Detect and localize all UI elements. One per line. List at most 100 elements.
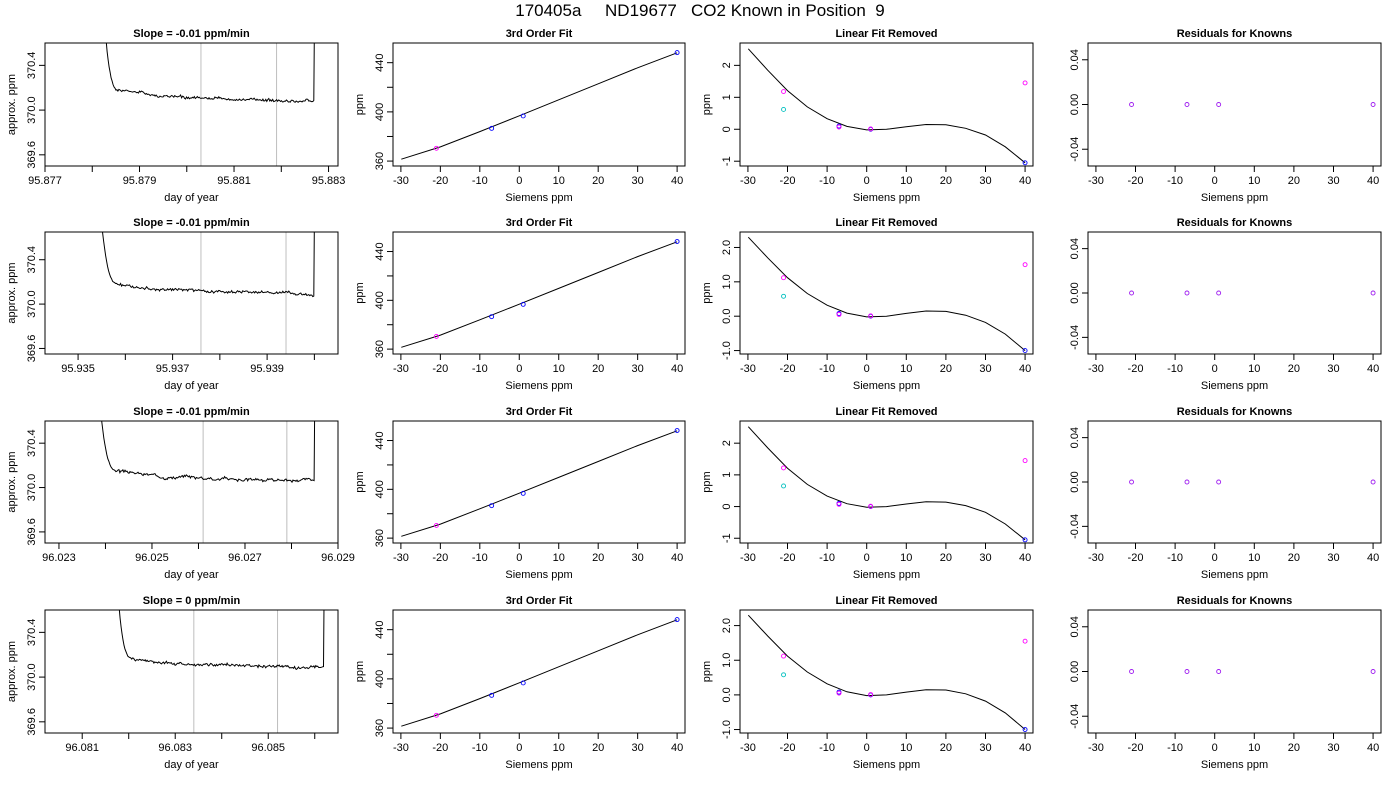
x-tick-label: 96.085 <box>251 742 285 754</box>
x-tick-label: -30 <box>393 552 409 564</box>
panel-title: Slope = -0.01 ppm/min <box>133 217 250 229</box>
x-tick-label: 30 <box>1327 552 1339 564</box>
x-tick-label: 40 <box>1019 552 1031 564</box>
x-tick-label: -30 <box>1088 175 1104 187</box>
x-tick-label: -30 <box>393 175 409 187</box>
chart-panel: Residuals for Knowns -30 -20 -10 0 10 20 30 40 -0… <box>1069 406 1382 581</box>
concentration-trace <box>101 421 316 484</box>
plot-frame <box>392 42 686 167</box>
panel-title: Linear Fit Removed <box>835 217 937 229</box>
data-point <box>1216 290 1222 296</box>
x-tick-label: -20 <box>432 552 448 564</box>
panel-title: 3rd Order Fit <box>506 595 573 607</box>
x-tick-label: 30 <box>632 552 644 564</box>
x-tick-label: -20 <box>780 175 796 187</box>
data-point <box>836 501 842 507</box>
plot-frame <box>392 420 686 544</box>
y-tick-label: 2.0 <box>721 618 733 633</box>
x-tick-label: 40 <box>671 175 683 187</box>
x-tick-label: -30 <box>740 363 756 375</box>
y-tick-label: 370.0 <box>26 96 38 124</box>
data-point <box>836 690 842 696</box>
y-tick-label: 369.6 <box>26 335 38 363</box>
y-tick-label: 369.6 <box>26 518 38 546</box>
x-tick-label: -30 <box>393 742 409 754</box>
data-point <box>1370 290 1376 296</box>
x-tick-label: 30 <box>979 363 991 375</box>
x-tick-label: 96.083 <box>158 742 192 754</box>
y-tick-label: 2.0 <box>721 240 733 255</box>
x-tick-label: 20 <box>1288 363 1300 375</box>
panel-title: Residuals for Knowns <box>1177 217 1293 229</box>
x-tick-label: 10 <box>553 742 565 754</box>
x-tick-label: -10 <box>1167 552 1183 564</box>
plot-frame <box>44 231 339 355</box>
x-tick-label: 0 <box>516 363 522 375</box>
y-tick-label: -0.04 <box>1069 514 1081 539</box>
x-tick-label: 0 <box>1212 552 1218 564</box>
x-axis-label: Siemens ppm <box>853 569 920 581</box>
x-axis-label: day of year <box>164 380 219 392</box>
x-tick-label: 96.081 <box>65 742 99 754</box>
x-tick-label: 95.939 <box>250 363 284 375</box>
x-tick-label: -10 <box>819 175 835 187</box>
x-tick-label: -20 <box>780 742 796 754</box>
y-tick-label: -1.0 <box>721 341 733 360</box>
chart-panel: Slope = 0 ppm/min 96.081 96.083 96.085 369.6… <box>6 595 339 771</box>
y-tick-label: 360 <box>374 719 386 737</box>
x-tick-label: 20 <box>940 363 952 375</box>
chart-panel: Linear Fit Removed-30 -20 -10 0 10 20 30 40-101… <box>701 406 1034 581</box>
x-axis-label: Siemens ppm <box>1201 192 1268 204</box>
x-tick-label: 96.027 <box>228 552 262 564</box>
data-point <box>1022 348 1028 354</box>
x-tick-label: -10 <box>1167 175 1183 187</box>
x-tick-label: 30 <box>1327 742 1339 754</box>
y-axis-label: ppm <box>354 471 366 492</box>
panel-data <box>1129 102 1376 107</box>
panel-data <box>101 421 316 543</box>
fit-curve <box>401 430 678 537</box>
data-point <box>1129 669 1135 674</box>
panel-title: Linear Fit Removed <box>835 595 937 607</box>
data-point <box>520 490 526 496</box>
data-point <box>1370 669 1376 674</box>
x-tick-label: -30 <box>740 552 756 564</box>
y-axis-label: ppm <box>354 282 366 303</box>
data-point <box>1184 669 1190 674</box>
x-tick-label: 40 <box>671 552 683 564</box>
x-axis-label: Siemens ppm <box>505 569 572 581</box>
x-tick-label: 95.883 <box>312 175 346 187</box>
panel-title: Residuals for Knowns <box>1177 28 1293 40</box>
x-tick-label: -20 <box>1128 742 1144 754</box>
x-tick-label: 10 <box>900 742 912 754</box>
y-tick-label: 370.4 <box>26 246 38 274</box>
data-point <box>1129 102 1135 107</box>
data-point <box>1216 479 1222 485</box>
y-tick-label: 0.04 <box>1069 616 1081 637</box>
panel-title: 3rd Order Fit <box>506 28 573 40</box>
plot-frame <box>739 420 1034 544</box>
y-tick-label: 369.6 <box>26 708 38 736</box>
x-tick-label: -30 <box>1088 742 1104 754</box>
x-tick-label: 10 <box>553 552 565 564</box>
x-tick-label: 20 <box>940 175 952 187</box>
y-tick-label: 0.04 <box>1069 49 1081 70</box>
x-tick-label: -30 <box>1088 363 1104 375</box>
y-tick-label: -0.04 <box>1069 325 1081 350</box>
y-tick-label: 440 <box>374 431 386 449</box>
chart-panel: 3rd Order Fit -30 -20 -10 0 10 20 30 40 360 400 440… <box>354 217 686 392</box>
data-point <box>868 126 874 132</box>
y-tick-label: 400 <box>374 480 386 498</box>
data-point <box>674 50 680 56</box>
x-tick-label: -10 <box>472 175 488 187</box>
panel-data <box>1129 290 1376 296</box>
y-axis-label: ppm <box>701 661 713 682</box>
x-tick-label: 30 <box>979 552 991 564</box>
y-tick-label: 0.00 <box>1069 282 1081 303</box>
x-tick-label: -20 <box>432 363 448 375</box>
x-tick-label: 30 <box>632 742 644 754</box>
data-point <box>1184 479 1190 485</box>
x-axis-label: Siemens ppm <box>853 759 920 771</box>
plot-frame <box>1087 420 1382 544</box>
